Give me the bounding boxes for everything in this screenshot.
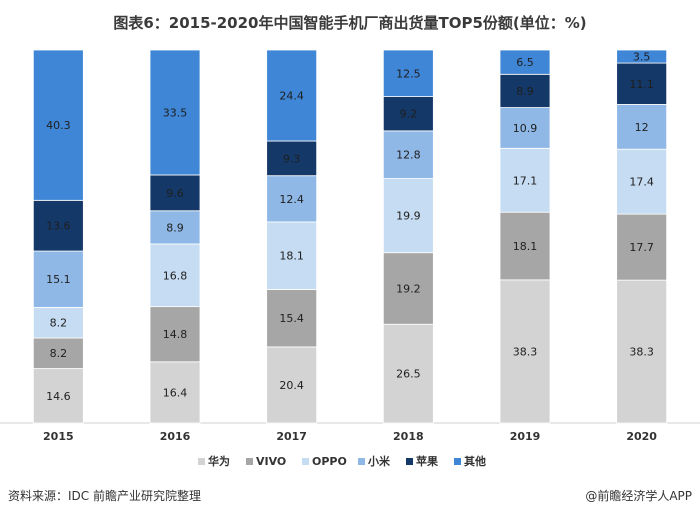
data-label: 9.6 — [166, 187, 184, 200]
legend-label: OPPO — [312, 455, 347, 468]
x-tick-label: 2020 — [626, 430, 657, 443]
data-label: 11.1 — [629, 78, 654, 91]
bar-segment — [616, 49, 668, 64]
bar-segment — [32, 368, 84, 424]
bar-segment — [149, 210, 201, 245]
bar-segment — [499, 279, 551, 424]
data-label: 3.5 — [633, 51, 651, 64]
data-label: 12 — [635, 121, 649, 134]
data-label: 12.8 — [396, 149, 421, 162]
x-tick-label: 2016 — [160, 430, 191, 443]
bar-segment — [382, 252, 434, 325]
bar-segment — [266, 346, 318, 424]
data-label: 40.3 — [46, 119, 71, 132]
legend-swatch — [246, 458, 253, 465]
data-label: 19.9 — [396, 210, 421, 223]
legend-swatch — [406, 458, 413, 465]
bar-segment — [616, 148, 668, 215]
bar-segment — [266, 175, 318, 223]
legend-label: 苹果 — [416, 454, 438, 468]
legend-label: 其他 — [464, 454, 486, 468]
bar-segment — [499, 49, 551, 75]
data-label: 16.4 — [163, 386, 188, 399]
data-label: 12.4 — [279, 193, 304, 206]
data-label: 24.4 — [279, 90, 304, 103]
bar-segment — [32, 250, 84, 308]
data-label: 14.6 — [46, 390, 71, 403]
data-label: 14.8 — [163, 328, 188, 341]
bar-segment — [616, 279, 668, 424]
chart-title: 图表6：2015-2020年中国智能手机厂商出货量TOP5份额(单位：%) — [113, 14, 587, 32]
data-label: 18.1 — [279, 250, 304, 263]
data-label: 8.2 — [50, 347, 68, 360]
bar-segment — [382, 130, 434, 179]
bar-segment — [499, 73, 551, 108]
legend-swatch — [358, 458, 365, 465]
x-tick-label: 2019 — [510, 430, 541, 443]
credit-note: @前瞻经济学人APP — [585, 489, 692, 503]
stacked-bar-chart: 14.6 8.2 8.2 15.1 13.6 40.3 2015 16.4 14.8 16.8 8.… — [0, 49, 700, 468]
bar-segment — [32, 49, 84, 201]
data-label: 9.2 — [400, 108, 418, 121]
data-label: 15.4 — [279, 312, 304, 325]
bar-segment — [149, 361, 201, 424]
data-label: 15.1 — [46, 273, 71, 286]
data-label: 16.8 — [163, 269, 188, 282]
legend-swatch — [302, 458, 309, 465]
bar-segment — [149, 306, 201, 363]
bar-segment — [149, 243, 201, 308]
data-label: 9.3 — [283, 152, 301, 165]
bar-segment — [266, 140, 318, 177]
data-label: 10.9 — [513, 122, 538, 135]
legend-label: 小米 — [367, 454, 391, 468]
bar-segment — [266, 221, 318, 290]
x-tick-label: 2015 — [43, 430, 74, 443]
data-label: 8.9 — [516, 85, 534, 98]
bar-segment — [149, 174, 201, 212]
bar-segment — [32, 199, 84, 252]
data-label: 38.3 — [513, 345, 538, 358]
data-label: 6.5 — [516, 56, 534, 69]
bar-segment — [32, 306, 84, 339]
bar-segment — [266, 49, 318, 142]
data-label: 12.5 — [396, 67, 421, 80]
data-label: 13.6 — [46, 220, 71, 233]
bar-segment — [382, 49, 434, 97]
bar-segment — [32, 337, 84, 369]
data-label: 17.4 — [629, 176, 654, 189]
bar-segment — [499, 211, 551, 281]
data-label: 33.5 — [163, 106, 188, 119]
data-label: 38.3 — [629, 346, 654, 359]
x-tick-label: 2018 — [393, 430, 424, 443]
data-label: 17.7 — [629, 241, 654, 254]
legend-label: VIVO — [256, 455, 286, 468]
bar-segment — [382, 96, 434, 132]
bar-segment — [382, 323, 434, 424]
x-tick-label: 2017 — [276, 430, 307, 443]
legend-swatch — [198, 458, 205, 465]
data-label: 19.2 — [396, 282, 421, 295]
data-label: 17.1 — [513, 174, 538, 187]
data-label: 8.2 — [50, 317, 68, 330]
bar-segment — [266, 289, 318, 348]
legend-label: 华为 — [208, 454, 230, 468]
data-label: 20.4 — [279, 379, 304, 392]
bar-segment — [149, 49, 201, 176]
data-label: 18.1 — [513, 240, 538, 253]
data-label: 26.5 — [396, 368, 421, 381]
legend-swatch — [454, 458, 461, 465]
bar-segment — [616, 62, 668, 105]
data-label: 8.9 — [166, 221, 184, 234]
source-note: 资料来源：IDC 前瞻产业研究院整理 — [8, 489, 201, 503]
bar-segment — [382, 178, 434, 254]
